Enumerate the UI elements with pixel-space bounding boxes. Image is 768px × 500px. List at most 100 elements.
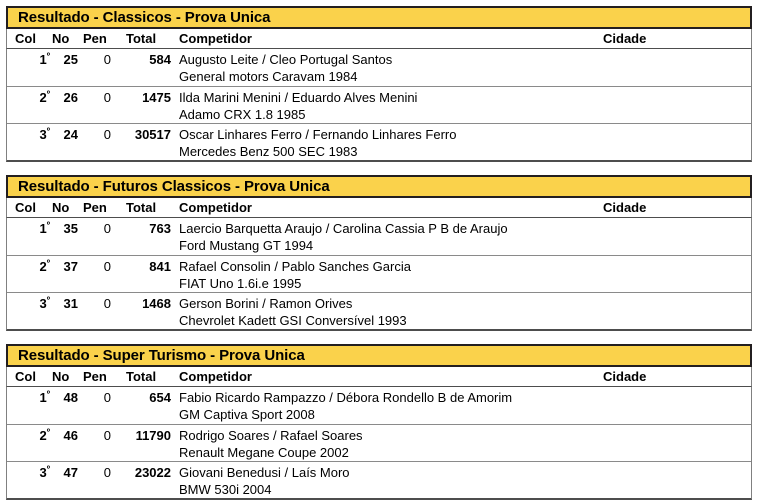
ordinal-suffix: º [46, 426, 50, 437]
column-header-total: Total [126, 369, 157, 384]
ordinal-suffix: º [46, 125, 50, 136]
column-header-total: Total [126, 200, 157, 215]
ordinal-suffix: º [46, 463, 50, 474]
results-rows: 1º 25 0 584 Augusto Leite / Cleo Portuga… [6, 49, 752, 162]
column-header-pen: Pen [83, 31, 107, 46]
row-number: 35 [63, 221, 78, 236]
row-penalty: 0 [103, 428, 111, 443]
row-penalty: 0 [103, 90, 111, 105]
row-position: 2º [39, 426, 50, 443]
row-competitor: Gerson Borini / Ramon Orives [179, 296, 353, 311]
row-position: 3º [39, 125, 50, 142]
row-competitor: Oscar Linhares Ferro / Fernando Linhares… [179, 127, 457, 142]
ordinal-suffix: º [46, 219, 50, 230]
row-penalty: 0 [103, 52, 111, 67]
column-header-cidade: Cidade [603, 200, 647, 215]
table-row: 2º 46 0 11790 Rodrigo Soares / Rafael So… [7, 424, 751, 461]
row-total: 841 [149, 259, 171, 274]
column-header-cidade: Cidade [603, 31, 647, 46]
row-total: 23022 [134, 465, 171, 480]
column-header-no: No [52, 31, 70, 46]
table-row: 1º 48 0 654 Fabio Ricardo Rampazzo / Déb… [7, 387, 751, 424]
row-position: 2º [39, 88, 50, 105]
row-number: 25 [63, 52, 78, 67]
row-number: 48 [63, 390, 78, 405]
column-header-row: Col No Pen Total Competidor Cidade [6, 29, 752, 49]
ordinal-suffix: º [46, 88, 50, 99]
row-total: 584 [149, 52, 171, 67]
column-header-competidor: Competidor [179, 200, 252, 215]
row-total: 763 [149, 221, 171, 236]
column-header-pen: Pen [83, 200, 107, 215]
column-header-cidade: Cidade [603, 369, 647, 384]
row-total: 1468 [142, 296, 171, 311]
row-position: 1º [39, 388, 50, 405]
row-competitor: Fabio Ricardo Rampazzo / Débora Rondello… [179, 390, 513, 405]
result-section-super-turismo: Resultado - Super Turismo - Prova Unica … [6, 344, 752, 500]
row-number: 24 [63, 127, 78, 142]
ordinal-suffix: º [46, 257, 50, 268]
row-vehicle: General motors Caravam 1984 [179, 69, 358, 84]
column-header-pen: Pen [83, 369, 107, 384]
column-header-competidor: Competidor [179, 369, 252, 384]
column-header-row: Col No Pen Total Competidor Cidade [6, 367, 752, 387]
row-number: 46 [63, 428, 78, 443]
row-total: 30517 [134, 127, 171, 142]
row-position: 1º [39, 219, 50, 236]
row-vehicle: Mercedes Benz 500 SEC 1983 [179, 144, 358, 159]
row-number: 37 [63, 259, 78, 274]
table-row: 3º 24 0 30517 Oscar Linhares Ferro / Fer… [7, 123, 751, 160]
result-section-futuros-classicos: Resultado - Futuros Classicos - Prova Un… [6, 175, 752, 331]
result-section-classicos: Resultado - Classicos - Prova Unica Col … [6, 6, 752, 162]
table-row: 3º 31 0 1468 Gerson Borini / Ramon Orive… [7, 292, 751, 329]
row-penalty: 0 [103, 390, 111, 405]
table-row: 1º 35 0 763 Laercio Barquetta Araujo / C… [7, 218, 751, 255]
row-total: 1475 [142, 90, 171, 105]
row-vehicle: BMW 530i 2004 [179, 482, 272, 497]
column-header-competidor: Competidor [179, 31, 252, 46]
results-rows: 1º 35 0 763 Laercio Barquetta Araujo / C… [6, 218, 752, 331]
table-row: 2º 37 0 841 Rafael Consolin / Pablo Sanc… [7, 255, 751, 292]
row-vehicle: Renault Megane Coupe 2002 [179, 445, 349, 460]
row-number: 47 [63, 465, 78, 480]
column-header-col: Col [15, 369, 36, 384]
ordinal-suffix: º [46, 388, 50, 399]
row-vehicle: Adamo CRX 1.8 1985 [179, 107, 306, 122]
column-header-no: No [52, 369, 70, 384]
row-vehicle: FIAT Uno 1.6i.e 1995 [179, 276, 302, 291]
row-position: 1º [39, 50, 50, 67]
row-competitor: Augusto Leite / Cleo Portugal Santos [179, 52, 393, 67]
column-header-no: No [52, 200, 70, 215]
row-position: 3º [39, 463, 50, 480]
row-vehicle: GM Captiva Sport 2008 [179, 407, 315, 422]
column-header-col: Col [15, 200, 36, 215]
section-title: Resultado - Futuros Classicos - Prova Un… [6, 175, 752, 198]
row-total: 654 [149, 390, 171, 405]
column-header-total: Total [126, 31, 157, 46]
row-penalty: 0 [103, 465, 111, 480]
section-title: Resultado - Super Turismo - Prova Unica [6, 344, 752, 367]
section-spacer [0, 162, 768, 175]
row-total: 11790 [135, 428, 171, 443]
row-penalty: 0 [103, 259, 111, 274]
row-penalty: 0 [103, 127, 111, 142]
row-number: 31 [63, 296, 78, 311]
row-position: 2º [39, 257, 50, 274]
table-row: 2º 26 0 1475 Ilda Marini Menini / Eduard… [7, 86, 751, 123]
column-header-row: Col No Pen Total Competidor Cidade [6, 198, 752, 218]
row-competitor: Ilda Marini Menini / Eduardo Alves Menin… [179, 90, 418, 105]
results-rows: 1º 48 0 654 Fabio Ricardo Rampazzo / Déb… [6, 387, 752, 500]
row-vehicle: Ford Mustang GT 1994 [179, 238, 314, 253]
row-penalty: 0 [103, 221, 111, 236]
row-number: 26 [63, 90, 78, 105]
table-row: 3º 47 0 23022 Giovani Benedusi / Laís Mo… [7, 461, 751, 498]
section-title: Resultado - Classicos - Prova Unica [6, 6, 752, 29]
row-competitor: Rafael Consolin / Pablo Sanches Garcia [179, 259, 411, 274]
ordinal-suffix: º [46, 294, 50, 305]
row-position: 3º [39, 294, 50, 311]
row-competitor: Giovani Benedusi / Laís Moro [179, 465, 350, 480]
section-spacer [0, 331, 768, 344]
column-header-col: Col [15, 31, 36, 46]
row-vehicle: Chevrolet Kadett GSI Conversível 1993 [179, 313, 407, 328]
